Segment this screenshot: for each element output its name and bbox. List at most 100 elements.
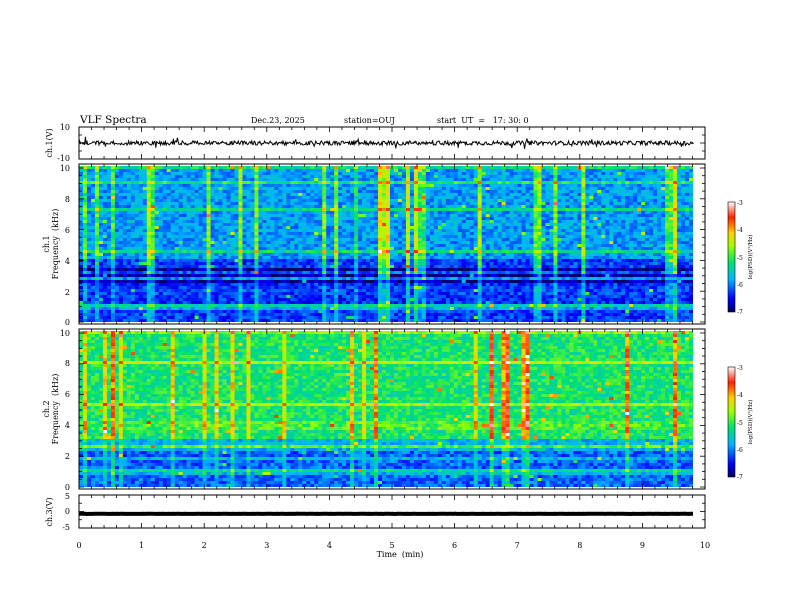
spectrogram-cell — [645, 256, 650, 260]
spectrogram-cell — [302, 178, 307, 182]
spectrogram-cell — [481, 211, 486, 215]
spectrogram-cell — [150, 181, 156, 185]
spectrogram-cell — [605, 196, 610, 200]
spectrogram-cell — [489, 175, 494, 179]
spectrogram-cell — [210, 190, 215, 194]
spectrogram-cell — [613, 217, 618, 221]
spectrogram-cell — [465, 217, 471, 221]
spectrogram-cell — [322, 214, 327, 218]
spectrogram-cell — [589, 229, 594, 233]
spectrogram-cell — [613, 253, 618, 257]
spectrogram-cell — [589, 196, 594, 200]
spectrogram-cell — [393, 169, 399, 173]
spectrogram-cell — [605, 208, 610, 212]
spectrogram-cell — [569, 241, 574, 245]
spectrogram-cell — [661, 253, 666, 257]
spectrogram-cell — [130, 172, 136, 176]
spectrogram-cell — [294, 253, 299, 257]
spectrogram-cell — [298, 235, 303, 239]
spectrogram-cell — [382, 166, 387, 170]
spectrogram-cell — [661, 193, 666, 197]
spectrogram-cell — [541, 253, 546, 257]
spectrogram-cell — [437, 214, 443, 218]
spectrogram-cell — [94, 214, 100, 218]
spectrogram-cell — [202, 259, 207, 263]
spectrogram-cell — [150, 184, 156, 188]
spectrogram-cell — [501, 253, 506, 257]
spectrogram-cell — [122, 169, 128, 173]
spectrogram-cell — [210, 256, 215, 260]
spectrogram-cell — [330, 259, 335, 263]
spectrogram-cell — [557, 202, 562, 206]
spectrogram-cell — [186, 235, 191, 239]
spectrogram-cell — [637, 199, 642, 203]
spectrogram-cell — [601, 205, 606, 209]
spectrogram-cell — [569, 235, 574, 239]
spectrogram-cell — [621, 214, 626, 218]
spectrogram-cell — [138, 244, 144, 248]
spectrogram-cell — [505, 235, 510, 239]
spectrogram-cell — [246, 214, 251, 218]
spectrogram-cell — [609, 172, 614, 176]
spectrogram-cell — [661, 238, 666, 242]
spectrogram-cell — [190, 217, 195, 221]
spectrogram-cell — [473, 214, 478, 218]
spectrogram-cell — [441, 190, 447, 194]
spectrogram-cell — [469, 166, 475, 170]
spectrogram-cell — [130, 184, 136, 188]
spectrogram-cell — [130, 178, 136, 182]
spectrogram-cell — [393, 244, 399, 248]
spectrogram-cell — [677, 226, 682, 230]
spectrogram-cell — [374, 169, 379, 173]
spectrogram-cell — [513, 241, 518, 245]
spectrogram-cell — [214, 193, 219, 197]
spectrogram-cell — [665, 229, 670, 233]
spectrogram-cell — [513, 217, 518, 221]
spectrogram-cell — [613, 166, 618, 170]
spectrogram-cell — [86, 208, 92, 212]
spectrogram-cell — [246, 220, 251, 224]
spectrogram-cell — [382, 175, 387, 179]
spectrogram-cell — [238, 220, 243, 224]
spectrogram-cell — [609, 217, 614, 221]
spectrogram-cell — [290, 199, 295, 203]
spectrogram-cell — [649, 253, 654, 257]
spectrogram-cell — [493, 235, 498, 239]
spectrogram-cell — [110, 166, 116, 170]
spectrogram-cell — [669, 223, 674, 227]
spectrogram-cell — [362, 178, 367, 182]
spectrogram-cell — [441, 259, 447, 263]
spectrogram-cell — [334, 223, 339, 227]
spectrogram-cell — [242, 190, 247, 194]
spectrogram-cell — [102, 187, 108, 191]
spectrogram-cell — [613, 172, 618, 176]
spectrogram-cell — [661, 184, 666, 188]
spectrogram-cell — [681, 247, 686, 251]
spectrogram-cell — [661, 169, 666, 173]
spectrogram-cell — [262, 247, 267, 251]
spectrogram-cell — [541, 241, 546, 245]
spectrogram-cell — [393, 211, 399, 215]
spectrogram-cell — [605, 250, 610, 254]
spectrogram-cell — [397, 214, 403, 218]
spectrogram-cell — [625, 232, 630, 236]
spectrogram-cell — [601, 214, 606, 218]
spectrogram-cell — [537, 223, 542, 227]
spectrogram-cell — [306, 181, 311, 185]
spectrogram-cell — [565, 205, 570, 209]
spectrogram-cell — [322, 244, 327, 248]
spectrogram-cell — [214, 217, 219, 221]
spectrogram-cell — [214, 205, 219, 209]
spectrogram-cell — [130, 214, 136, 218]
spectrogram-cell — [350, 211, 355, 215]
spectrogram-cell — [621, 205, 626, 209]
spectrogram-cell — [509, 250, 514, 254]
spectrogram-cell — [294, 175, 299, 179]
spectrogram-cell — [413, 193, 419, 197]
spectrogram-cell — [413, 166, 419, 170]
spectrogram-cell — [106, 178, 112, 182]
spectrogram-cell — [653, 223, 658, 227]
spectrogram-cell — [485, 211, 490, 215]
spectrogram-cell — [637, 217, 642, 221]
spectrogram-cell — [82, 169, 88, 173]
